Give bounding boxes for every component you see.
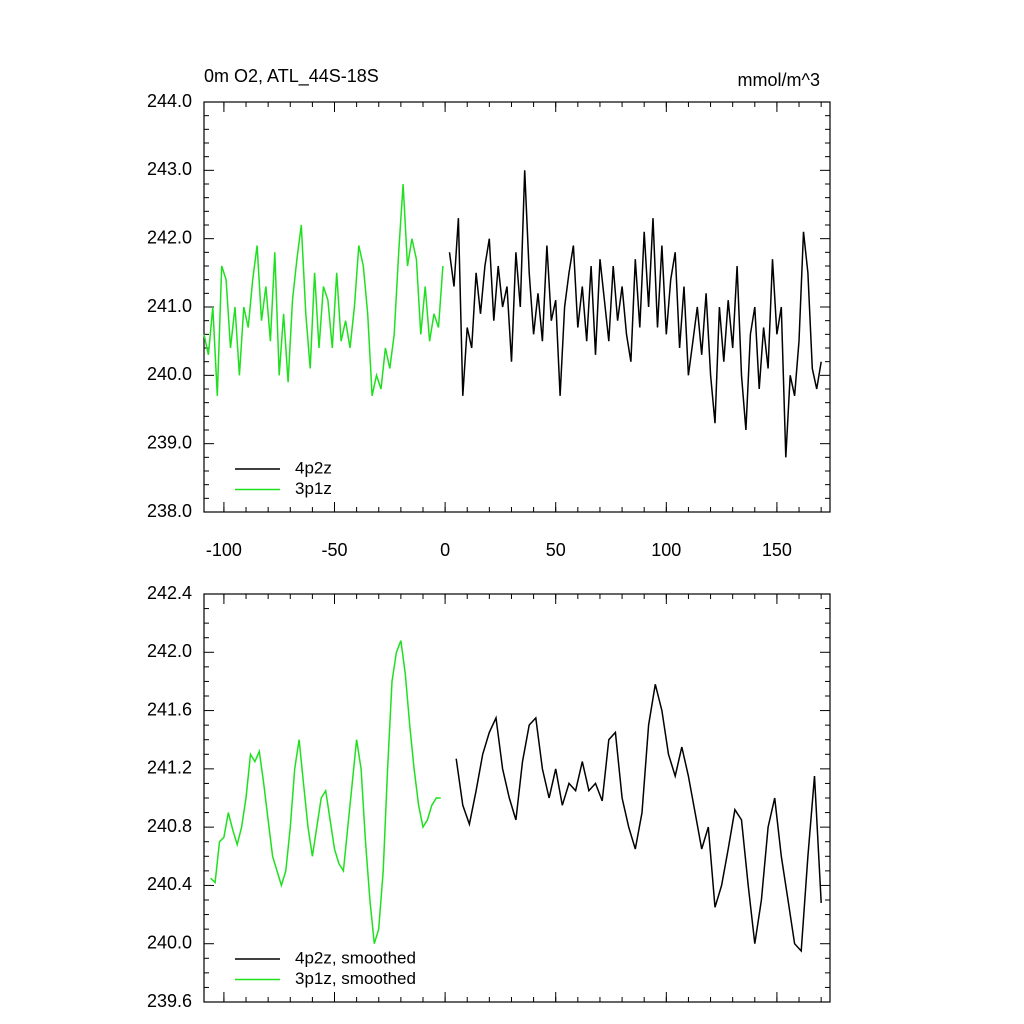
y-tick-label: 241.0 bbox=[147, 296, 192, 316]
y-tick-label: 240.0 bbox=[147, 364, 192, 384]
y-tick-label: 242.4 bbox=[147, 583, 192, 603]
y-tick-label: 242.0 bbox=[147, 641, 192, 661]
y-tick-label: 240.4 bbox=[147, 874, 192, 894]
y-tick-label: 240.0 bbox=[147, 932, 192, 952]
y-tick-label: 240.8 bbox=[147, 816, 192, 836]
y-tick-label: 238.0 bbox=[147, 501, 192, 521]
chart-title: 0m O2, ATL_44S-18S bbox=[204, 66, 379, 87]
plot-frame bbox=[203, 101, 831, 513]
x-tick-label: 100 bbox=[651, 540, 681, 560]
series-line bbox=[455, 684, 822, 953]
plot-frame bbox=[203, 593, 831, 1003]
x-tick-label: -100 bbox=[206, 540, 242, 560]
x-tick-label: 0 bbox=[440, 540, 450, 560]
x-tick-label: 150 bbox=[762, 540, 792, 560]
x-tick-label: -50 bbox=[322, 540, 348, 560]
legend-label: 3p1z, smoothed bbox=[295, 969, 416, 988]
y-tick-label: 241.6 bbox=[147, 699, 192, 719]
y-tick-label: 242.0 bbox=[147, 227, 192, 247]
y-tick-label: 243.0 bbox=[147, 159, 192, 179]
legend-label: 4p2z bbox=[295, 458, 332, 477]
units-label: mmol/m^3 bbox=[738, 70, 820, 90]
y-tick-label: 241.2 bbox=[147, 758, 192, 778]
series-line bbox=[448, 170, 822, 458]
legend-label: 3p1z bbox=[295, 479, 332, 498]
legend-label: 4p2z, smoothed bbox=[295, 948, 416, 967]
y-tick-label: 239.0 bbox=[147, 432, 192, 452]
x-tick-label: 50 bbox=[546, 540, 566, 560]
series-line bbox=[210, 640, 441, 944]
y-tick-label: 239.6 bbox=[147, 991, 192, 1011]
series-line bbox=[203, 183, 444, 396]
y-tick-label: 244.0 bbox=[147, 91, 192, 111]
